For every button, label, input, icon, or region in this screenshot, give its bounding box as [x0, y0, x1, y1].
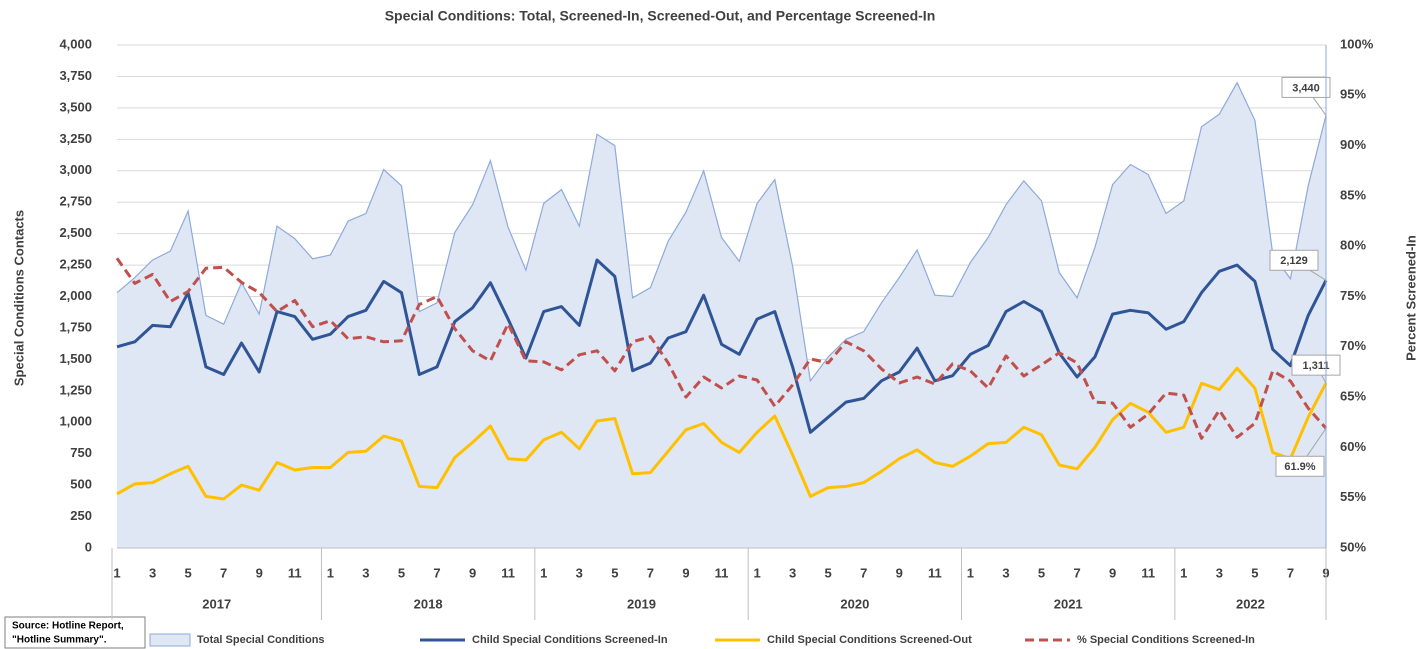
year-label: 2021	[1054, 596, 1083, 611]
y2-tick-label: 60%	[1340, 439, 1366, 454]
y2-tick-label: 95%	[1340, 87, 1366, 102]
source-text: "Hotline Summary".	[12, 635, 107, 646]
y2-tick-label: 90%	[1340, 137, 1366, 152]
chart-title: Special Conditions: Total, Screened-In, …	[385, 8, 936, 24]
y-tick-label: 4,000	[59, 36, 92, 51]
x-tick-label: 3	[1216, 565, 1223, 580]
x-tick-label: 1	[753, 565, 760, 580]
x-tick-label: 7	[1287, 565, 1294, 580]
y-tick-label: 3,750	[59, 68, 92, 83]
y-tick-label: 2,250	[59, 257, 92, 272]
year-label: 2022	[1236, 596, 1265, 611]
x-tick-label: 7	[433, 565, 440, 580]
x-tick-label: 3	[149, 565, 156, 580]
x-tick-label: 5	[825, 565, 832, 580]
y-tick-label: 3,500	[59, 99, 92, 114]
line	[116, 258, 1328, 434]
x-tick-label: 3	[576, 565, 583, 580]
x-tick-label: 7	[647, 565, 654, 580]
x-tick-label: 9	[896, 565, 903, 580]
y2-tick-label: 65%	[1340, 389, 1366, 404]
x-tick-label: 1	[967, 565, 974, 580]
y2-tick-label: 100%	[1340, 36, 1374, 51]
callout-box	[1281, 76, 1331, 98]
x-tick-label: 5	[1251, 565, 1258, 580]
y-tick-label: 1,750	[59, 319, 92, 334]
y-tick-label: 0	[85, 539, 92, 554]
plot-area	[116, 44, 1327, 549]
x-tick-label: 9	[256, 565, 263, 580]
legend-label: Child Special Conditions Screened-Out	[767, 634, 972, 646]
y-tick-label: 1,250	[59, 382, 92, 397]
x-tick-label: 11	[501, 565, 515, 580]
series-group	[115, 257, 1328, 501]
x-tick-label: 5	[1038, 565, 1045, 580]
x-tick-label: 7	[220, 565, 227, 580]
y2-axis-title: Percent Screened-In	[1403, 235, 1418, 361]
callout-box	[1275, 455, 1325, 477]
x-tick-label: 3	[362, 565, 369, 580]
y-axis-title: Special Conditions Contacts	[11, 210, 26, 386]
source-box	[4, 616, 146, 649]
y-tick-label: 2,500	[59, 225, 92, 240]
y-tick-label: 2,000	[59, 288, 92, 303]
area-outline	[116, 81, 1327, 383]
callout: 61.9%	[1275, 455, 1325, 477]
x-tick-label: 1	[327, 565, 334, 580]
x-tick-label: 11	[715, 565, 729, 580]
x-tick-label: 3	[1002, 565, 1009, 580]
year-label: 2020	[840, 596, 869, 611]
data-label: 1,311	[1303, 360, 1330, 372]
x-tick-label: 1	[540, 565, 547, 580]
y2-tick-label: 75%	[1340, 288, 1366, 303]
x-tick-label: 11	[928, 565, 942, 580]
data-label: 2,129	[1280, 255, 1308, 267]
x-tick-label: 5	[611, 565, 618, 580]
x-tick-label: 9	[469, 565, 476, 580]
y-tick-label: 250	[70, 508, 92, 523]
legend-swatch	[149, 633, 191, 647]
y2-tick-label: 55%	[1340, 489, 1366, 504]
y-tick-label: 1,500	[59, 351, 92, 366]
x-tick-label: 7	[860, 565, 867, 580]
x-tick-label: 9	[682, 565, 689, 580]
y-tick-label: 3,000	[59, 162, 92, 177]
line	[115, 257, 1328, 440]
callout: 2,129	[1269, 249, 1319, 271]
x-tick-label: 1	[1180, 565, 1187, 580]
y-tick-label: 3,250	[59, 131, 92, 146]
x-tick-label: 9	[1109, 565, 1116, 580]
area-fill	[117, 82, 1326, 548]
x-tick-label: 11	[1141, 565, 1155, 580]
legend-label: % Special Conditions Screened-In	[1077, 634, 1255, 646]
legend-label: Child Special Conditions Screened-In	[472, 634, 668, 646]
year-label: 2018	[414, 596, 443, 611]
y-tick-label: 1,000	[59, 414, 92, 429]
data-label: 3,440	[1292, 82, 1320, 94]
x-tick-label: 7	[1073, 565, 1080, 580]
line	[116, 366, 1328, 501]
callout: 1,311	[1291, 354, 1341, 376]
y-tick-label: 500	[70, 477, 92, 492]
y-tick-label: 750	[70, 445, 92, 460]
x-tick-label: 1	[113, 565, 120, 580]
callout-box	[1291, 354, 1341, 376]
callout: 3,440	[1281, 76, 1331, 98]
x-tick-label: 3	[789, 565, 796, 580]
year-label: 2017	[202, 596, 231, 611]
x-tick-label: 5	[398, 565, 405, 580]
y-tick-label: 2,750	[59, 194, 92, 209]
y2-tick-label: 80%	[1340, 238, 1366, 253]
y2-tick-label: 70%	[1340, 338, 1366, 353]
legend-label: Total Special Conditions	[197, 634, 325, 646]
data-label: 61.9%	[1284, 461, 1315, 473]
x-tick-label: 11	[288, 565, 302, 580]
source-text: Source: Hotline Report,	[12, 621, 124, 632]
callout-box	[1269, 249, 1319, 271]
x-tick-label: 5	[185, 565, 192, 580]
y2-tick-label: 50%	[1340, 539, 1366, 554]
y2-tick-label: 85%	[1340, 187, 1366, 202]
year-label: 2019	[627, 596, 656, 611]
